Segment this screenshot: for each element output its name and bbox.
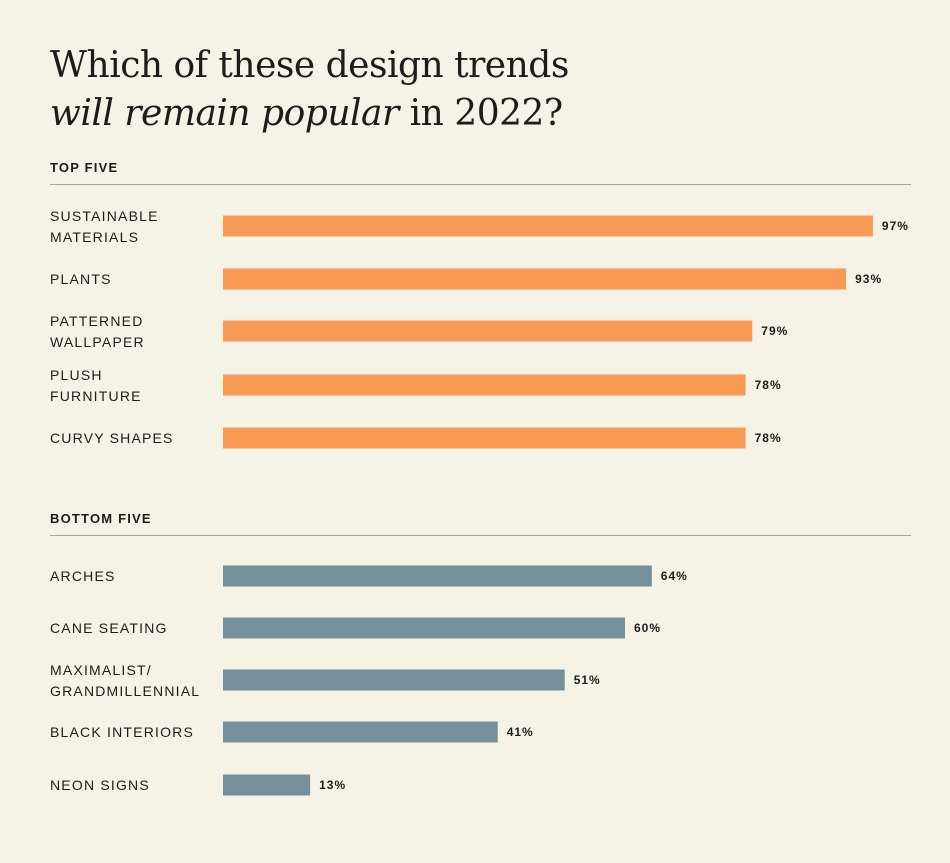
value-label-plants: 93% bbox=[855, 272, 882, 286]
bar-patterned-wallpaper bbox=[223, 320, 753, 342]
title-line-2: will remain popular in 2022? bbox=[50, 90, 569, 138]
value-label-black-interiors: 41% bbox=[507, 725, 534, 739]
section-divider-bottom bbox=[50, 535, 911, 536]
title-line-1: Which of these design trends bbox=[50, 45, 569, 86]
category-label-arches: ARCHES bbox=[50, 568, 116, 584]
category-label-black-interiors: BLACK INTERIORS bbox=[50, 724, 194, 740]
category-label-patterned-wallpaper: PATTERNED WALLPAPER bbox=[50, 313, 145, 350]
bar-neon-signs bbox=[223, 774, 311, 796]
section-divider-top bbox=[50, 184, 911, 185]
category-label-curvy-shapes: CURVY SHAPES bbox=[50, 430, 174, 446]
bar-arches bbox=[223, 565, 652, 587]
bar-maximalist-grandmillennial bbox=[223, 669, 565, 691]
category-label-maximalist-grandmillennial: MAXIMALIST/GRANDMILLENNIAL bbox=[50, 662, 200, 699]
value-label-plush-furniture: 78% bbox=[755, 378, 782, 392]
bar-plants bbox=[223, 268, 847, 290]
category-label-plush-furniture: PLUSH FURNITURE bbox=[50, 367, 142, 404]
bar-curvy-shapes bbox=[223, 427, 746, 449]
chart-title: Which of these design trends will remain… bbox=[50, 42, 569, 138]
title-emphasis: will remain popular bbox=[50, 93, 399, 134]
value-label-sustainable-materials: 97% bbox=[882, 219, 909, 233]
bar-plush-furniture bbox=[223, 374, 746, 396]
value-label-neon-signs: 13% bbox=[319, 778, 346, 792]
value-label-maximalist-grandmillennial: 51% bbox=[574, 673, 601, 687]
title-line-2-rest: in 2022? bbox=[398, 93, 564, 134]
category-label-cane-seating: CANE SEATING bbox=[50, 620, 168, 636]
category-label-plants: PLANTS bbox=[50, 271, 112, 287]
bar-black-interiors bbox=[223, 721, 498, 743]
category-label-sustainable-materials: SUSTAINABLE MATERIALS bbox=[50, 208, 159, 245]
section-label-top-five: TOP FIVE bbox=[50, 160, 119, 175]
value-label-arches: 64% bbox=[661, 569, 688, 583]
category-label-neon-signs: NEON SIGNS bbox=[50, 777, 150, 793]
section-label-bottom-five: BOTTOM FIVE bbox=[50, 511, 152, 526]
bar-sustainable-materials bbox=[223, 215, 873, 237]
value-label-cane-seating: 60% bbox=[634, 621, 661, 635]
value-label-patterned-wallpaper: 79% bbox=[761, 324, 788, 338]
bar-cane-seating bbox=[223, 617, 625, 639]
value-label-curvy-shapes: 78% bbox=[755, 431, 782, 445]
